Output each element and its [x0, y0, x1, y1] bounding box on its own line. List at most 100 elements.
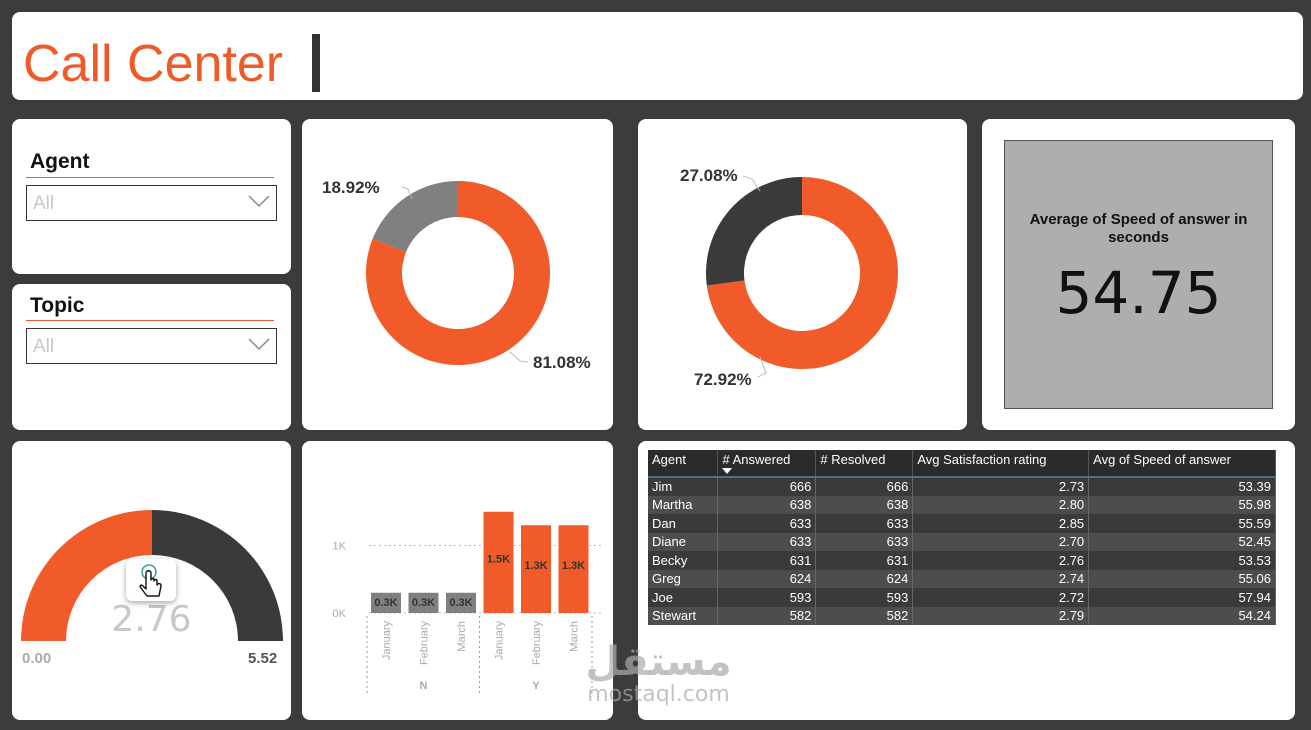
table-cell-agent: Diane — [648, 532, 719, 551]
bar[interactable] — [371, 592, 401, 613]
donut-1-large-slice[interactable] — [366, 181, 550, 365]
kpi-label: Average of Speed of answer in seconds — [1029, 211, 1248, 246]
bar[interactable] — [446, 592, 476, 613]
table-cell-value: 2.79 — [912, 606, 1090, 625]
topic-dropdown[interactable]: All — [26, 328, 277, 364]
column-header-speed[interactable]: Avg of Speed of answer — [1088, 450, 1276, 478]
table-cell-value: 2.74 — [912, 569, 1090, 588]
donut-2-small-slice[interactable] — [706, 177, 802, 286]
table-row[interactable]: Joe 593 593 2.72 57.94 — [648, 588, 1276, 607]
x-tick-label: February — [531, 621, 543, 666]
column-header-answered[interactable]: # Answered — [717, 450, 817, 478]
table-row[interactable]: Martha 638 638 2.80 55.98 — [648, 495, 1276, 514]
table-cell-value: 2.76 — [912, 551, 1090, 570]
table-row[interactable]: Jim 666 666 2.73 53.39 — [648, 477, 1276, 496]
table-cell-value: 666 — [815, 477, 914, 496]
table-cell-value: 666 — [717, 477, 817, 496]
bar-data-label: 1.3K — [524, 560, 547, 572]
table-cell-agent: Jim — [648, 477, 719, 496]
table-row[interactable]: Dan 633 633 2.85 55.59 — [648, 514, 1276, 533]
gauge-min-label: 0.00 — [22, 650, 52, 667]
bar[interactable] — [483, 511, 514, 613]
table-row[interactable]: Diane 633 633 2.70 52.45 — [648, 532, 1276, 551]
gauge-chart — [21, 510, 283, 641]
table-cell-agent: Stewart — [648, 606, 719, 625]
table-row[interactable]: Becky 631 631 2.76 53.53 — [648, 551, 1276, 570]
column-header-satisfaction[interactable]: Avg Satisfaction rating — [912, 450, 1090, 478]
table-cell-value: 633 — [815, 532, 914, 551]
x-tick-label: March — [569, 621, 581, 652]
table-cell-value: 631 — [717, 551, 817, 570]
kpi-panel: Average of Speed of answer in seconds 54… — [1004, 140, 1273, 409]
table-cell-value: 2.72 — [912, 588, 1090, 607]
x-tick-label: January — [494, 621, 506, 661]
watermark-latin: mostaql.com — [587, 682, 730, 707]
kpi-card: Average of Speed of answer in seconds 54… — [982, 119, 1295, 430]
table-cell-value: 593 — [815, 588, 914, 607]
column-header-resolved[interactable]: # Resolved — [815, 450, 914, 478]
x-tick-label: January — [381, 621, 393, 661]
agent-slicer-underline — [26, 177, 274, 178]
table-cell-value: 593 — [717, 588, 817, 607]
donut-2-large-label: 72.92% — [694, 370, 752, 389]
table-row[interactable]: Greg 624 624 2.74 55.06 — [648, 569, 1276, 588]
donut-1-small-slice[interactable] — [372, 181, 458, 253]
table-cell-value: 54.24 — [1088, 606, 1276, 625]
column-header-agent[interactable]: Agent — [648, 450, 719, 478]
donut-2-large-leader — [757, 356, 767, 378]
table-cell-value: 638 — [815, 495, 914, 514]
table-cell-agent: Dan — [648, 514, 719, 533]
donut-1-small-label: 18.92% — [322, 178, 380, 197]
sort-descending-icon — [722, 468, 733, 474]
x-tick-label: February — [419, 621, 431, 666]
donut-2-large-slice[interactable] — [706, 177, 898, 369]
table-cell-value: 55.06 — [1088, 569, 1276, 588]
bar-data-label: 1.3K — [562, 560, 585, 572]
table-cell-value: 52.45 — [1088, 532, 1276, 551]
donut-chart-1-card: 18.92% 81.08% — [302, 119, 613, 430]
bar-data-label: 0.3K — [449, 597, 472, 609]
table-cell-agent: Martha — [648, 495, 719, 514]
agent-table: Agent # Answered # Resolved Avg Satisfac… — [648, 450, 1276, 625]
table-cell-value: 624 — [815, 569, 914, 588]
x-tick-label: March — [456, 621, 468, 652]
gauge-max-label: 5.52 — [248, 650, 278, 667]
bar-data-label: 1.5K — [487, 553, 510, 565]
y-tick-label: 0K — [333, 608, 347, 620]
table-cell-value: 2.85 — [912, 514, 1090, 533]
table-cell-value: 2.80 — [912, 495, 1090, 514]
x-group-label: Y — [532, 680, 540, 692]
bar[interactable] — [558, 525, 589, 613]
table-cell-value: 582 — [717, 606, 817, 625]
chevron-down-icon — [248, 338, 270, 351]
topic-slicer-underline — [26, 320, 274, 321]
y-tick-label: 1K — [333, 541, 347, 553]
page-title: Call Center — [23, 35, 284, 93]
table-cell-agent: Joe — [648, 588, 719, 607]
bar[interactable] — [521, 525, 551, 613]
bar[interactable] — [408, 592, 439, 613]
donut-chart-2 — [706, 175, 898, 378]
table-cell-value: 638 — [717, 495, 817, 514]
donut-2-small-leader — [742, 175, 761, 192]
table-cell-value: 53.39 — [1088, 477, 1276, 496]
table-cell-value: 633 — [717, 532, 817, 551]
table-cell-value: 633 — [717, 514, 817, 533]
topic-slicer-card: Topic All — [12, 284, 291, 430]
table-cell-value: 631 — [815, 551, 914, 570]
header-bar: Call Center — [12, 12, 1303, 100]
topic-dropdown-value: All — [33, 336, 55, 357]
gauge-fill-arc[interactable] — [21, 510, 152, 641]
table-header-row: Agent # Answered # Resolved Avg Satisfac… — [648, 450, 1276, 478]
table-cell-value: 624 — [717, 569, 817, 588]
table-cell-value: 582 — [815, 606, 914, 625]
agent-dropdown[interactable]: All — [26, 185, 277, 221]
bar-chart: 0K 1K 0.3K January 0.3K February 0.3K March 1.5K… — [333, 511, 604, 696]
watermark-arabic: مستقل — [585, 639, 732, 685]
bar-chart-card: 0K 1K 0.3K January 0.3K February 0.3K March 1.5K… — [302, 441, 613, 720]
table-row[interactable]: Stewart 582 582 2.79 54.24 — [648, 606, 1276, 625]
title-accent-bar — [312, 34, 320, 92]
hand-pointer-icon — [126, 559, 176, 601]
kpi-value: 54.75 — [1055, 259, 1222, 327]
bar-data-label: 0.3K — [374, 597, 397, 609]
